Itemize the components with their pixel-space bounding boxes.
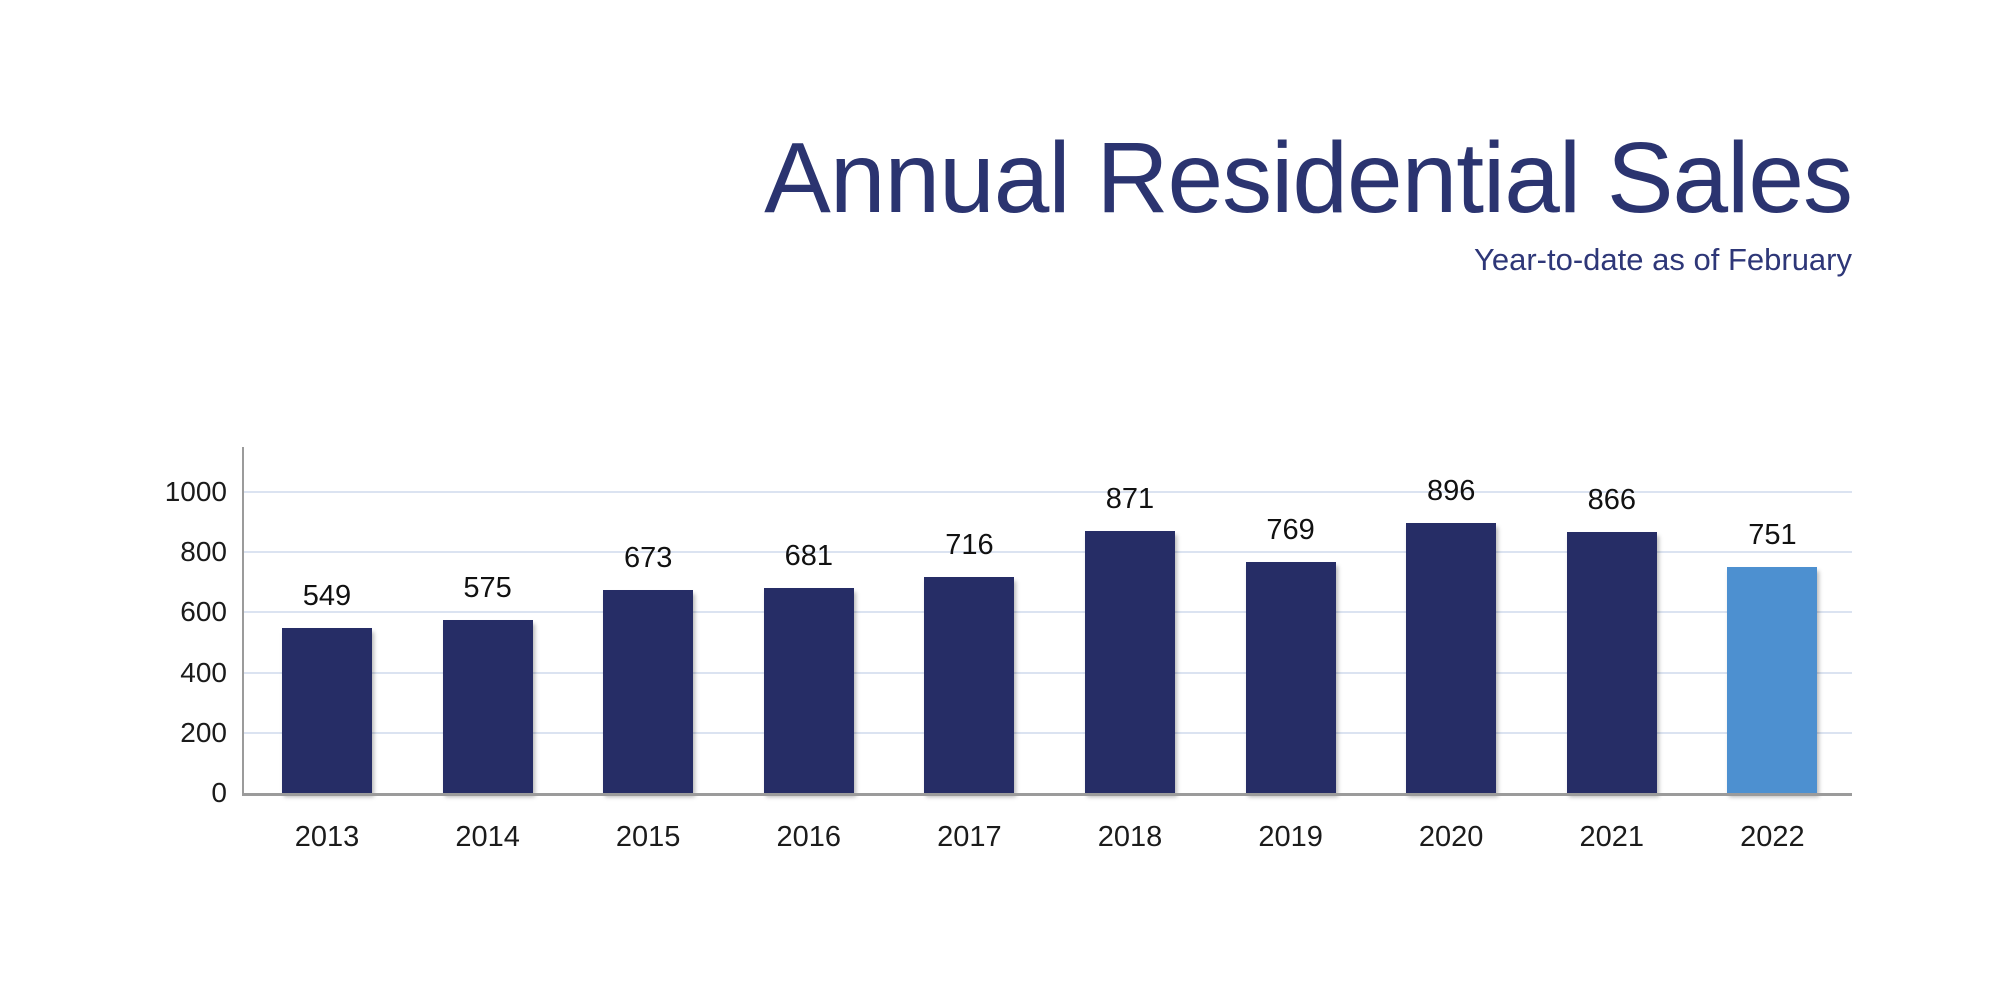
bar-2017 <box>924 577 1015 793</box>
x-axis-tick-label-2016: 2016 <box>776 821 842 853</box>
x-axis-tick-label-2019: 2019 <box>1258 821 1323 853</box>
y-axis-tick-label: 400 <box>180 656 227 688</box>
bar-2016 <box>763 588 854 793</box>
x-axis-tick-label-2020: 2020 <box>1418 821 1484 853</box>
bar-value-label-2013: 549 <box>302 579 352 612</box>
bar-2013 <box>282 627 372 793</box>
y-axis-tick-label: 600 <box>180 596 227 628</box>
gridline-200 <box>242 731 1852 734</box>
chart-title: Annual Residential Sales <box>764 122 1853 234</box>
gridline-400 <box>242 671 1852 674</box>
gridline-600 <box>242 611 1852 614</box>
x-axis-tick-label-2022: 2022 <box>1740 821 1805 853</box>
bar-value-label-2022: 751 <box>1748 518 1797 551</box>
y-axis-tick-label: 800 <box>180 536 227 568</box>
x-axis-tick-label-2014: 2014 <box>455 821 520 853</box>
x-axis-tick-label-2018: 2018 <box>1097 821 1163 853</box>
bar-value-label-2021: 866 <box>1587 484 1636 517</box>
y-axis-line <box>242 447 244 796</box>
y-axis-tick-label: 200 <box>180 716 227 748</box>
bar-2014 <box>442 619 533 793</box>
bar-2020 <box>1406 523 1497 793</box>
x-axis-tick-label-2021: 2021 <box>1579 821 1645 853</box>
bar-value-label-2019: 769 <box>1266 513 1315 546</box>
title-block: Annual Residential Sales Year-to-date as… <box>764 122 1853 278</box>
bar-value-label-2020: 896 <box>1426 475 1476 508</box>
bar-value-label-2018: 871 <box>1105 482 1155 515</box>
gridline-1000 <box>242 491 1852 493</box>
bar-2019 <box>1245 561 1336 793</box>
bar-value-label-2015: 673 <box>623 542 673 575</box>
x-axis-tick-label-2013: 2013 <box>294 821 360 853</box>
bar-value-label-2017: 716 <box>945 529 994 562</box>
bar-value-label-2016: 681 <box>784 540 833 573</box>
bar-value-label-2014: 575 <box>463 571 512 604</box>
x-axis-tick-label-2017: 2017 <box>937 821 1002 853</box>
bar-2015 <box>603 590 694 793</box>
gridline-800 <box>242 551 1852 554</box>
chart-subtitle: Year-to-date as of February <box>1474 242 1852 277</box>
bar-2022 <box>1727 566 1818 793</box>
bar-2018 <box>1085 530 1175 793</box>
y-axis-tick-label: 1000 <box>164 476 227 507</box>
y-axis-tick-label: 0 <box>211 777 227 808</box>
x-axis-line <box>242 793 1852 796</box>
bar-2021 <box>1566 532 1657 793</box>
x-axis-tick-label-2015: 2015 <box>615 821 681 853</box>
